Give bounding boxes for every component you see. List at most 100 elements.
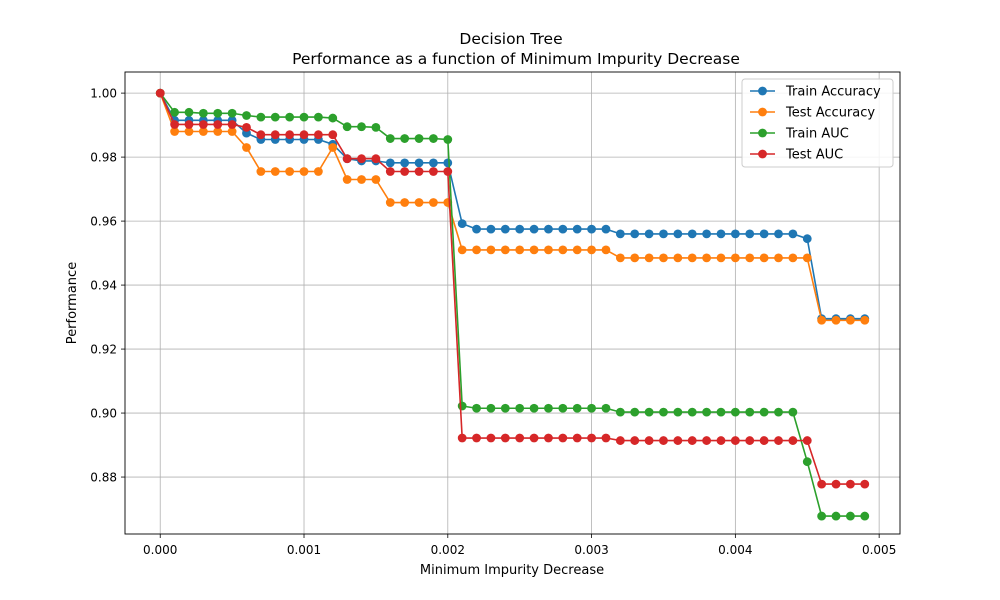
data-point [357, 122, 366, 132]
data-point [285, 167, 295, 176]
x-tick-label: 0.002 [431, 543, 465, 557]
x-axis-label: Minimum Impurity Decrease [420, 563, 604, 578]
legend-marker [758, 128, 767, 138]
data-point [702, 407, 712, 417]
chart-title: Decision Tree [459, 30, 562, 48]
data-point [429, 158, 438, 168]
data-point [242, 122, 251, 132]
y-tick-label: 0.92 [90, 343, 117, 357]
data-point [817, 511, 827, 521]
legend-label: Train Accuracy [785, 85, 881, 100]
data-point [860, 315, 870, 325]
data-point [443, 158, 453, 168]
data-point [242, 111, 251, 120]
data-point [270, 112, 280, 122]
data-point [299, 167, 309, 176]
data-point [457, 219, 467, 229]
data-point [357, 154, 366, 164]
data-point [285, 112, 295, 122]
data-point [198, 120, 208, 129]
data-point [400, 167, 410, 176]
data-point [544, 245, 553, 255]
data-point [299, 130, 309, 140]
data-point [486, 433, 496, 443]
data-point [313, 112, 323, 122]
data-point [788, 253, 798, 263]
data-point [774, 407, 783, 417]
data-point [630, 229, 640, 239]
data-point [687, 229, 697, 239]
legend-item: Test AUC [750, 148, 843, 163]
data-point [615, 407, 625, 417]
data-point [198, 108, 208, 118]
data-point [817, 315, 827, 325]
data-point [774, 229, 783, 239]
data-point [227, 108, 237, 118]
legend-marker [758, 107, 767, 117]
data-point [371, 154, 381, 164]
data-point [457, 433, 467, 443]
series-test-accuracy [155, 88, 870, 325]
data-point [673, 407, 683, 417]
data-point [385, 158, 395, 168]
data-point [817, 479, 827, 489]
data-point [572, 224, 582, 234]
y-tick-label: 0.88 [90, 471, 117, 485]
data-point [429, 134, 438, 143]
data-point [745, 436, 755, 445]
data-point [342, 154, 352, 164]
data-point [227, 127, 237, 136]
data-point [500, 403, 510, 413]
data-point [385, 198, 395, 207]
data-point [601, 245, 611, 255]
data-point [400, 198, 410, 207]
data-point [572, 403, 582, 413]
legend-item: Test Accuracy [750, 106, 875, 121]
data-point [587, 224, 596, 234]
data-point [429, 167, 438, 176]
x-tick-label: 0.004 [718, 543, 752, 557]
data-point [400, 134, 410, 143]
data-point [802, 253, 812, 263]
data-point [256, 112, 266, 122]
data-point [213, 127, 223, 136]
data-point [515, 403, 525, 413]
data-point [673, 229, 683, 239]
data-point [198, 127, 208, 136]
legend-marker [758, 86, 767, 96]
data-point [759, 229, 769, 239]
data-point [845, 315, 855, 325]
y-tick-label: 0.90 [90, 407, 117, 421]
data-point [730, 436, 740, 445]
data-point [414, 134, 424, 143]
data-point [429, 198, 438, 207]
data-point [659, 253, 668, 263]
data-point [587, 245, 596, 255]
data-point [486, 224, 496, 234]
y-axis-label: Performance [65, 262, 80, 344]
data-point [802, 234, 812, 244]
data-point [702, 229, 712, 239]
data-point [716, 253, 726, 263]
series-test-auc [155, 88, 870, 489]
data-point [414, 198, 424, 207]
data-point [357, 175, 366, 184]
data-point [472, 224, 481, 234]
data-point [615, 229, 625, 239]
data-point [659, 407, 668, 417]
data-point [457, 401, 467, 411]
data-point [515, 245, 525, 255]
data-point [558, 403, 568, 413]
y-tick-label: 0.96 [90, 215, 117, 229]
data-point [630, 436, 640, 445]
data-point [673, 253, 683, 263]
data-point [802, 457, 812, 467]
x-tick-label: 0.000 [143, 543, 177, 557]
data-point [774, 253, 783, 263]
data-point [385, 167, 395, 176]
data-point [385, 134, 395, 143]
data-point [242, 143, 251, 152]
data-point [457, 245, 467, 255]
data-point [759, 407, 769, 417]
